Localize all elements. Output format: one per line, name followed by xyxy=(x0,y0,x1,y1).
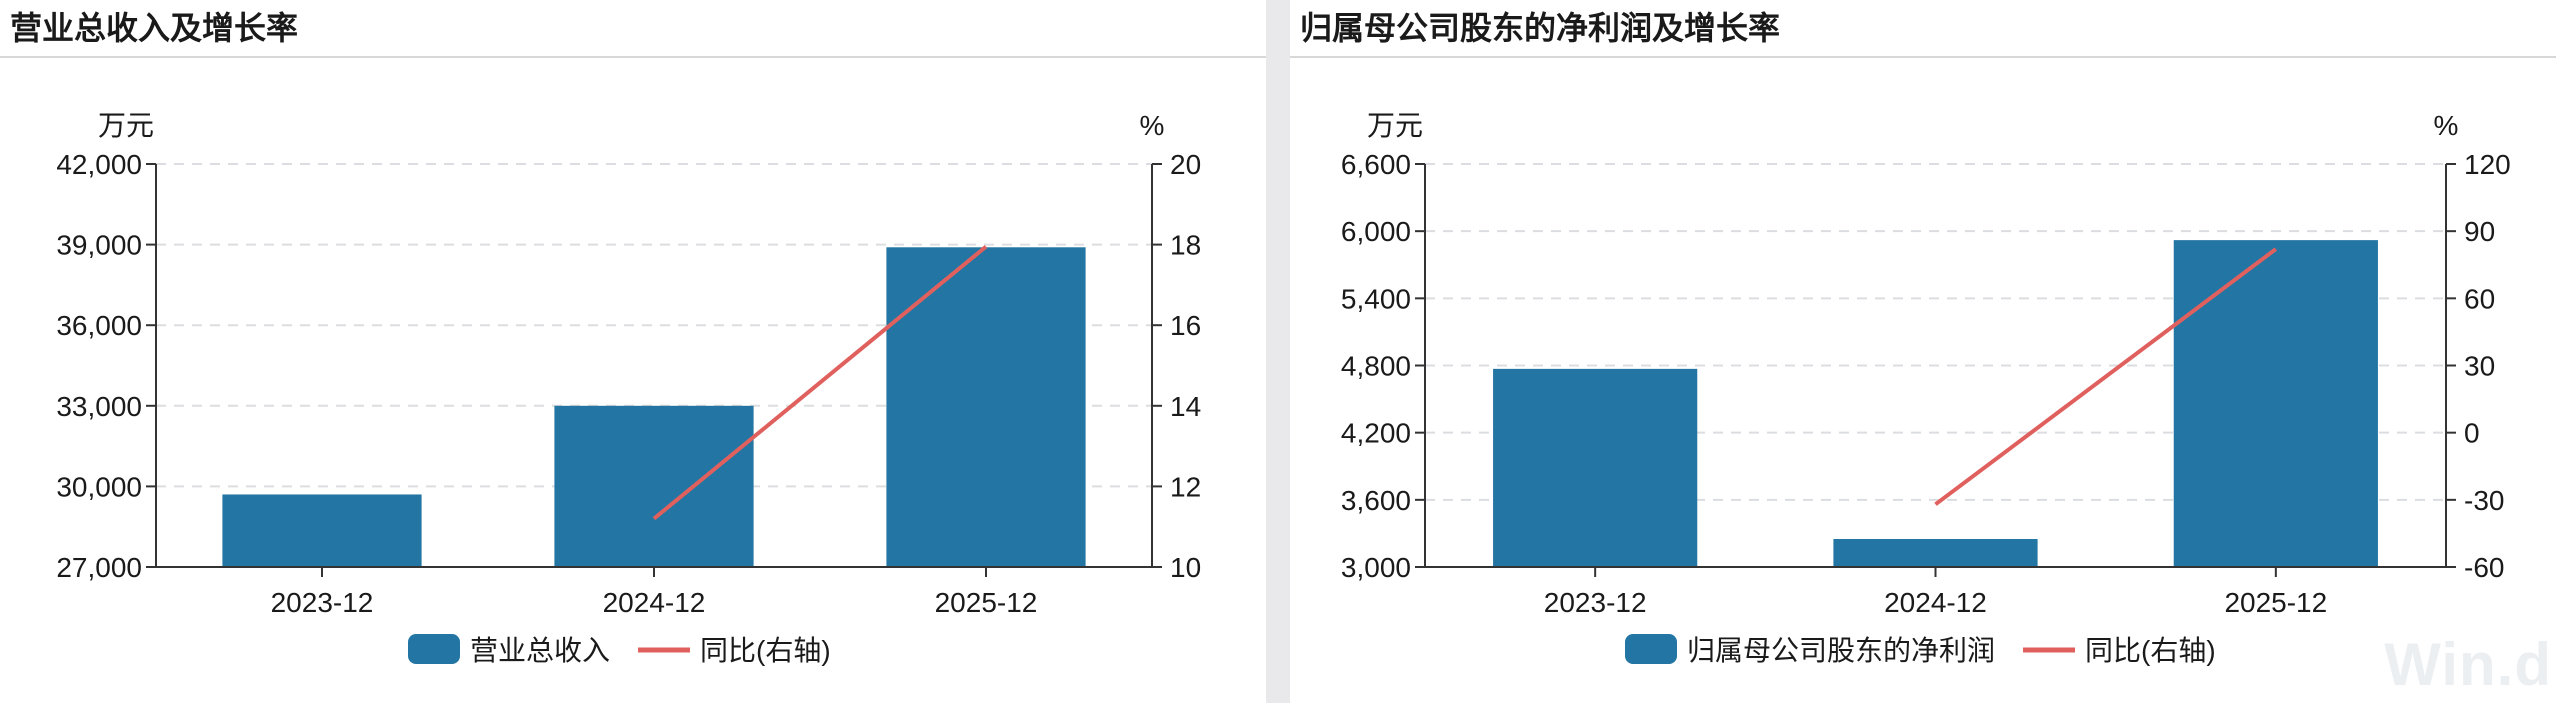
y-right-tick-label: 18 xyxy=(1170,230,1201,261)
y-left-tick-label: 33,000 xyxy=(56,391,142,422)
bar-2023-12 xyxy=(1493,368,1698,567)
legend-bar-swatch xyxy=(408,634,460,664)
y-left-tick-label: 4,800 xyxy=(1341,351,1411,382)
y-left-tick-label: 39,000 xyxy=(56,230,142,261)
yoy-line xyxy=(652,245,988,521)
y-right-tick-label: 60 xyxy=(2464,283,2495,314)
x-tick-label: 2023-12 xyxy=(1544,587,1647,618)
y-right-tick-label: 16 xyxy=(1170,310,1201,341)
y-right-tick-label: -60 xyxy=(2464,552,2504,583)
y-left-tick-label: 4,200 xyxy=(1341,418,1411,449)
y-right-tick-label: 14 xyxy=(1170,391,1201,422)
y-left-tick-label: 3,000 xyxy=(1341,552,1411,583)
y-right-tick-label: 10 xyxy=(1170,552,1201,583)
bar-2025-12 xyxy=(886,247,1086,567)
bar-2024-12 xyxy=(1833,539,2038,567)
x-tick-label: 2024-12 xyxy=(1884,587,1987,618)
legend-bar-label: 归属母公司股东的净利润 xyxy=(1687,635,1995,666)
net-profit-panel: 归属母公司股东的净利润及增长率 3,000 3,600 4,200 4,800 5,40… xyxy=(1290,0,2556,703)
y-right-unit: % xyxy=(1140,110,1165,141)
revenue-panel: 营业总收入及增长率 27,000 30,000 33,000 36,000 39,000… xyxy=(0,0,1266,703)
x-tick-label: 2023-12 xyxy=(271,587,374,618)
panel-title: 营业总收入及增长率 xyxy=(10,10,299,46)
y-left-tick-label: 6,000 xyxy=(1341,216,1411,247)
revenue-chart: 27,000 30,000 33,000 36,000 39,000 42,000 10 12… xyxy=(56,110,1201,666)
y-left-tick-label: 36,000 xyxy=(56,310,142,341)
title-divider xyxy=(0,56,1266,58)
y-left-tick-label: 6,600 xyxy=(1341,149,1411,180)
yoy-line xyxy=(1934,247,2278,506)
legend-line-label: 同比(右轴) xyxy=(700,635,831,666)
bar-2023-12 xyxy=(222,494,422,567)
y-left-tick-label: 27,000 xyxy=(56,552,142,583)
legend-bar-label: 营业总收入 xyxy=(470,635,610,666)
y-right-tick-label: -30 xyxy=(2464,485,2504,516)
panel-title: 归属母公司股东的净利润及增长率 xyxy=(1300,10,1781,46)
y-left-tick-label: 3,600 xyxy=(1341,485,1411,516)
y-left-unit: 万元 xyxy=(98,110,154,141)
x-tick-label: 2025-12 xyxy=(935,587,1038,618)
y-left-unit: 万元 xyxy=(1367,110,1423,141)
y-left-tick-label: 30,000 xyxy=(56,471,142,502)
bar-2025-12 xyxy=(2173,240,2378,567)
panel-divider xyxy=(1266,0,1290,703)
x-tick-label: 2025-12 xyxy=(2224,587,2327,618)
wind-watermark: Win.d xyxy=(2384,631,2552,698)
legend-line-label: 同比(右轴) xyxy=(2085,635,2216,666)
y-right-tick-label: 90 xyxy=(2464,216,2495,247)
y-left-tick-label: 5,400 xyxy=(1341,283,1411,314)
y-right-tick-label: 30 xyxy=(2464,351,2495,382)
bar-2024-12 xyxy=(554,405,754,567)
x-tick-label: 2024-12 xyxy=(603,587,706,618)
y-right-unit: % xyxy=(2434,110,2459,141)
title-divider xyxy=(1290,56,2556,58)
y-right-tick-label: 20 xyxy=(1170,149,1201,180)
legend-bar-swatch xyxy=(1625,634,1677,664)
y-left-tick-label: 42,000 xyxy=(56,149,142,180)
y-right-tick-label: 120 xyxy=(2464,149,2511,180)
net-profit-chart: 3,000 3,600 4,200 4,800 5,400 6,000 6,600 -60 -3… xyxy=(1341,110,2511,666)
y-right-tick-label: 12 xyxy=(1170,471,1201,502)
y-right-tick-label: 0 xyxy=(2464,418,2480,449)
